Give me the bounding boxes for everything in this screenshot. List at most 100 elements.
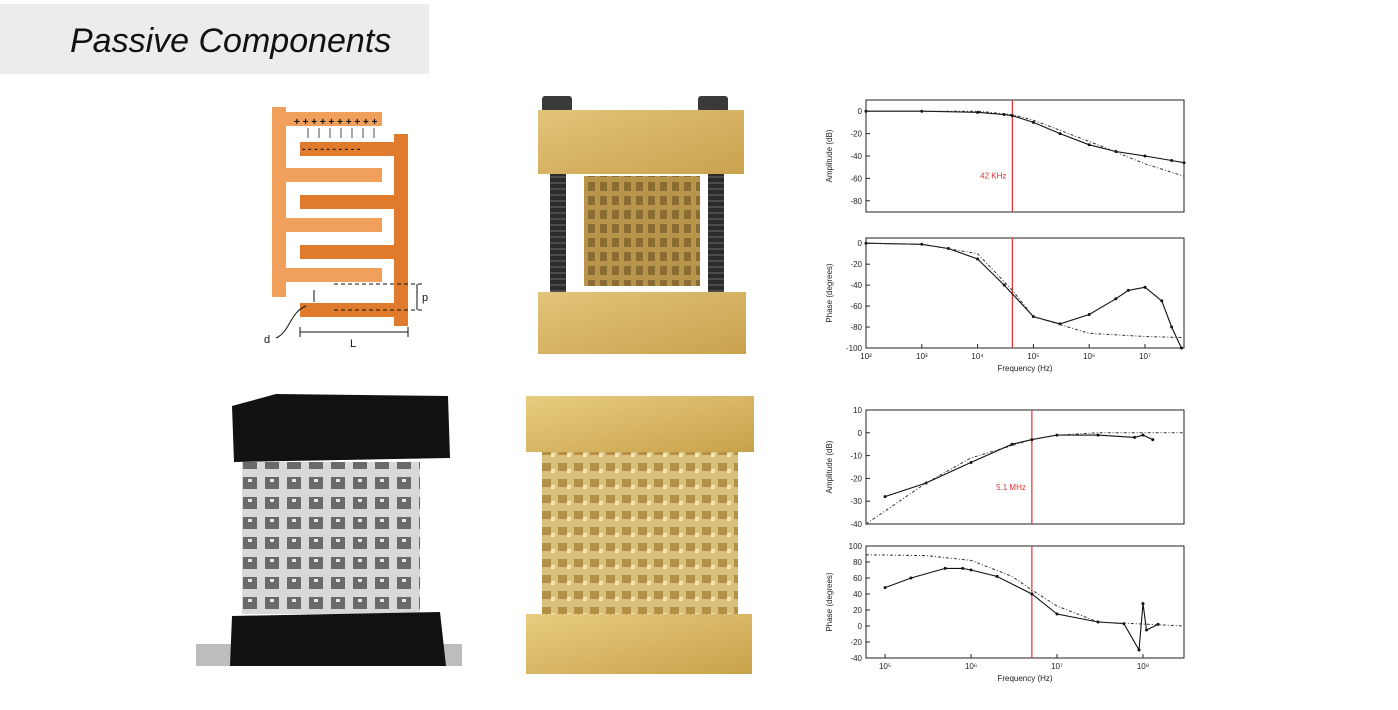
x-tick-label: 10⁶ (965, 662, 977, 671)
data-point (1087, 143, 1091, 147)
data-point (1143, 285, 1147, 289)
top-brass-block (538, 110, 744, 174)
y-axis-label: Phase (degrees) (825, 263, 834, 322)
chart-3: 10 0 -10 -20 -30 -40 Amplitude (dB) 5.1 MHz (825, 406, 1185, 529)
x-tick-label: 10⁷ (1139, 352, 1151, 361)
data-point (1096, 620, 1100, 624)
x-tick-label: 10² (860, 352, 872, 361)
length-dimension (299, 327, 409, 337)
data-point (1141, 602, 1145, 606)
data-point (1182, 161, 1186, 165)
brass-layer-stack (542, 452, 738, 614)
data-point (1030, 592, 1034, 596)
measured-series-line (884, 567, 1159, 652)
data-point (1143, 154, 1147, 158)
y-tick-label: 0 (858, 429, 863, 438)
pitch-dimension (334, 283, 422, 311)
plot-frame (865, 237, 1185, 349)
data-point (1058, 132, 1062, 136)
y-tick-label: -20 (850, 260, 862, 269)
data-point (1170, 158, 1174, 162)
label-p: p (422, 292, 428, 304)
measured-series-line (866, 110, 1185, 164)
screw-head-left (542, 96, 572, 112)
data-point (1170, 325, 1174, 329)
data-point (1141, 433, 1145, 437)
data-point (969, 460, 973, 464)
chart-4: 100 80 60 40 20 0 -20 -40 10⁵ 10⁶ 10⁷ 10⁸ Phase (deg… (825, 542, 1185, 683)
y-tick-label: -80 (850, 323, 862, 332)
y-tick-label: 0 (858, 107, 863, 116)
x-tick-label: 10⁷ (1051, 662, 1063, 671)
y-tick-label: 60 (853, 574, 862, 583)
gap-dimension (275, 290, 315, 339)
data-point (920, 242, 924, 246)
data-point (1151, 438, 1155, 442)
model-series-line (865, 242, 1182, 338)
data-point (1055, 612, 1059, 616)
data-point (1137, 648, 1141, 652)
y-tick-label: -40 (850, 281, 862, 290)
data-point (883, 586, 887, 590)
data-point (1145, 628, 1149, 632)
y-tick-label: -40 (850, 654, 862, 663)
y-tick-label: -10 (850, 452, 862, 461)
screw-left (550, 166, 566, 296)
title-bar: Passive Components (0, 4, 429, 74)
xray-top-block (232, 394, 450, 462)
data-point (1133, 435, 1137, 439)
data-point (995, 574, 999, 578)
x-tick-label: 10⁸ (1137, 662, 1149, 671)
label-L: L (350, 338, 356, 350)
x-tick-label: 10³ (916, 352, 928, 361)
x-tick-label: 10⁵ (1027, 352, 1039, 361)
data-point (1030, 438, 1034, 442)
x-tick-label: 10⁴ (971, 352, 984, 361)
minus-charges: - - - - - - - - - - (302, 144, 360, 155)
y-tick-label: -40 (850, 152, 862, 161)
data-point (1114, 297, 1118, 301)
brass-bottom-block (526, 614, 752, 674)
bottom-brass-block (538, 292, 746, 354)
model-series-line (865, 554, 1185, 627)
y-tick-label: 100 (849, 542, 863, 551)
data-point (943, 566, 947, 570)
x-axis-label: Frequency (Hz) (997, 364, 1052, 373)
brass-top-block (526, 396, 754, 452)
label-d: d (264, 334, 270, 346)
model-series-line (866, 110, 1185, 177)
marker-label: 5.1 MHz (996, 483, 1026, 492)
data-point (883, 495, 887, 499)
data-point (920, 109, 924, 113)
data-point (1002, 283, 1006, 287)
capacitor-photo (538, 96, 746, 354)
y-tick-label: -80 (850, 197, 862, 206)
plot-frame (865, 409, 1185, 525)
data-point (1096, 433, 1100, 437)
brass-stack-photo (526, 396, 754, 674)
data-point (1126, 288, 1130, 292)
y-tick-label: 0 (858, 239, 863, 248)
data-point (1160, 299, 1164, 303)
xray-layer-stack (242, 462, 420, 614)
y-tick-label: -60 (850, 302, 862, 311)
y-tick-label: 40 (853, 590, 862, 599)
data-point (1179, 346, 1183, 350)
y-tick-label: 0 (858, 622, 863, 631)
left-electrode (272, 107, 382, 297)
screw-right (708, 166, 724, 296)
layer-stack (584, 176, 700, 286)
marker-label: 42 KHz (980, 171, 1006, 180)
xray-image (196, 394, 462, 666)
data-point (961, 566, 965, 570)
y-axis-label: Phase (degrees) (825, 572, 834, 631)
y-tick-label: 80 (853, 558, 862, 567)
x-axis-label: Frequency (Hz) (997, 674, 1052, 683)
data-point (969, 568, 973, 572)
y-tick-label: 10 (853, 406, 862, 415)
y-tick-label: -20 (850, 130, 862, 139)
plot-frame (865, 545, 1185, 659)
y-tick-label: -40 (850, 520, 862, 529)
slide-title: Passive Components (70, 22, 392, 60)
y-axis-label: Amplitude (dB) (825, 440, 834, 493)
